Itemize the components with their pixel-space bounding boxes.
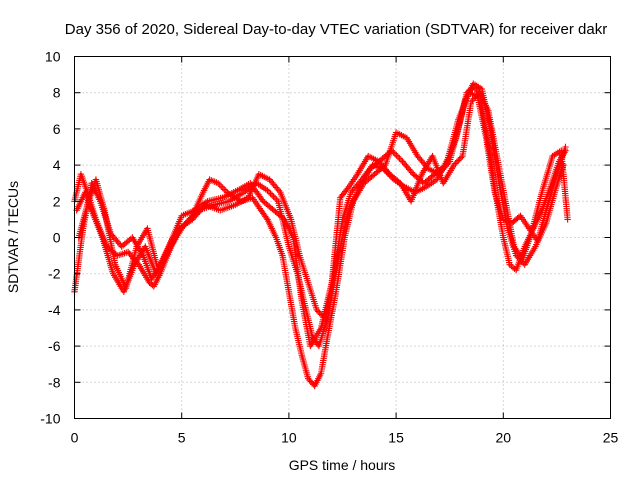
axis-ticks (74, 56, 611, 419)
data-point (265, 188, 273, 196)
data-point (564, 216, 571, 223)
y-axis-label: SDTVAR / TECUs (5, 181, 21, 293)
y-tick-label: -4 (48, 302, 61, 318)
y-tick-label: 2 (53, 193, 61, 209)
data-point (221, 186, 228, 193)
data-point (472, 94, 479, 101)
data-point (218, 183, 225, 190)
data-point (393, 152, 400, 159)
y-tick-label: 0 (53, 230, 61, 246)
data-point (391, 150, 399, 157)
data-point (453, 158, 461, 166)
y-tick-label: -10 (40, 411, 60, 427)
x-tick-label: 10 (281, 430, 297, 446)
data-point (263, 214, 270, 222)
data-point (271, 194, 279, 202)
data-point (396, 155, 403, 162)
series-sat-track-c (73, 89, 569, 323)
x-axis-label: GPS time / hours (289, 457, 396, 473)
data-point (457, 154, 465, 161)
x-tick-label: 0 (71, 430, 79, 446)
data-point (473, 92, 481, 99)
y-tick-label: 10 (45, 49, 61, 65)
data-point (268, 191, 276, 199)
data-point (219, 184, 226, 192)
data-point (315, 308, 322, 315)
data-point (467, 98, 475, 105)
data-point (388, 147, 396, 154)
data-point (313, 306, 320, 314)
data-point (452, 160, 459, 167)
data-point (214, 180, 222, 187)
y-tick-label: -2 (48, 266, 61, 282)
y-tick-label: -8 (48, 374, 61, 390)
data-point (456, 155, 463, 163)
data-point (316, 309, 323, 317)
data-point (267, 190, 274, 197)
chart-title: Day 356 of 2020, Sidereal Day-to-day VTE… (65, 21, 607, 38)
y-tick-label: 4 (53, 157, 61, 173)
data-point (270, 193, 277, 200)
data-point (344, 185, 351, 192)
data-point (216, 181, 223, 188)
y-tick-label: 6 (53, 121, 61, 137)
data-point (469, 97, 476, 104)
y-tick-label: 8 (53, 85, 61, 101)
y-tick-label: -6 (48, 338, 61, 354)
x-tick-label: 25 (603, 430, 619, 446)
x-tick-label: 5 (178, 430, 186, 446)
data-point (450, 161, 458, 169)
data-point (273, 196, 280, 203)
data-point (562, 143, 569, 151)
x-tick-label: 15 (388, 430, 404, 446)
data-point (455, 157, 462, 164)
data-point (390, 148, 397, 156)
data-marks (71, 80, 571, 390)
data-point (264, 187, 271, 194)
data-point (470, 95, 478, 102)
data-point (394, 153, 402, 161)
x-tick-label: 20 (496, 430, 512, 446)
data-point (397, 156, 405, 164)
series-sat-track-d (75, 89, 571, 350)
tick-labels: 0 5 10 15 20 25 -10 -8 -6 -4 -2 0 2 4 6 8 10 (40, 49, 618, 446)
series-sat-track-b (71, 80, 567, 350)
